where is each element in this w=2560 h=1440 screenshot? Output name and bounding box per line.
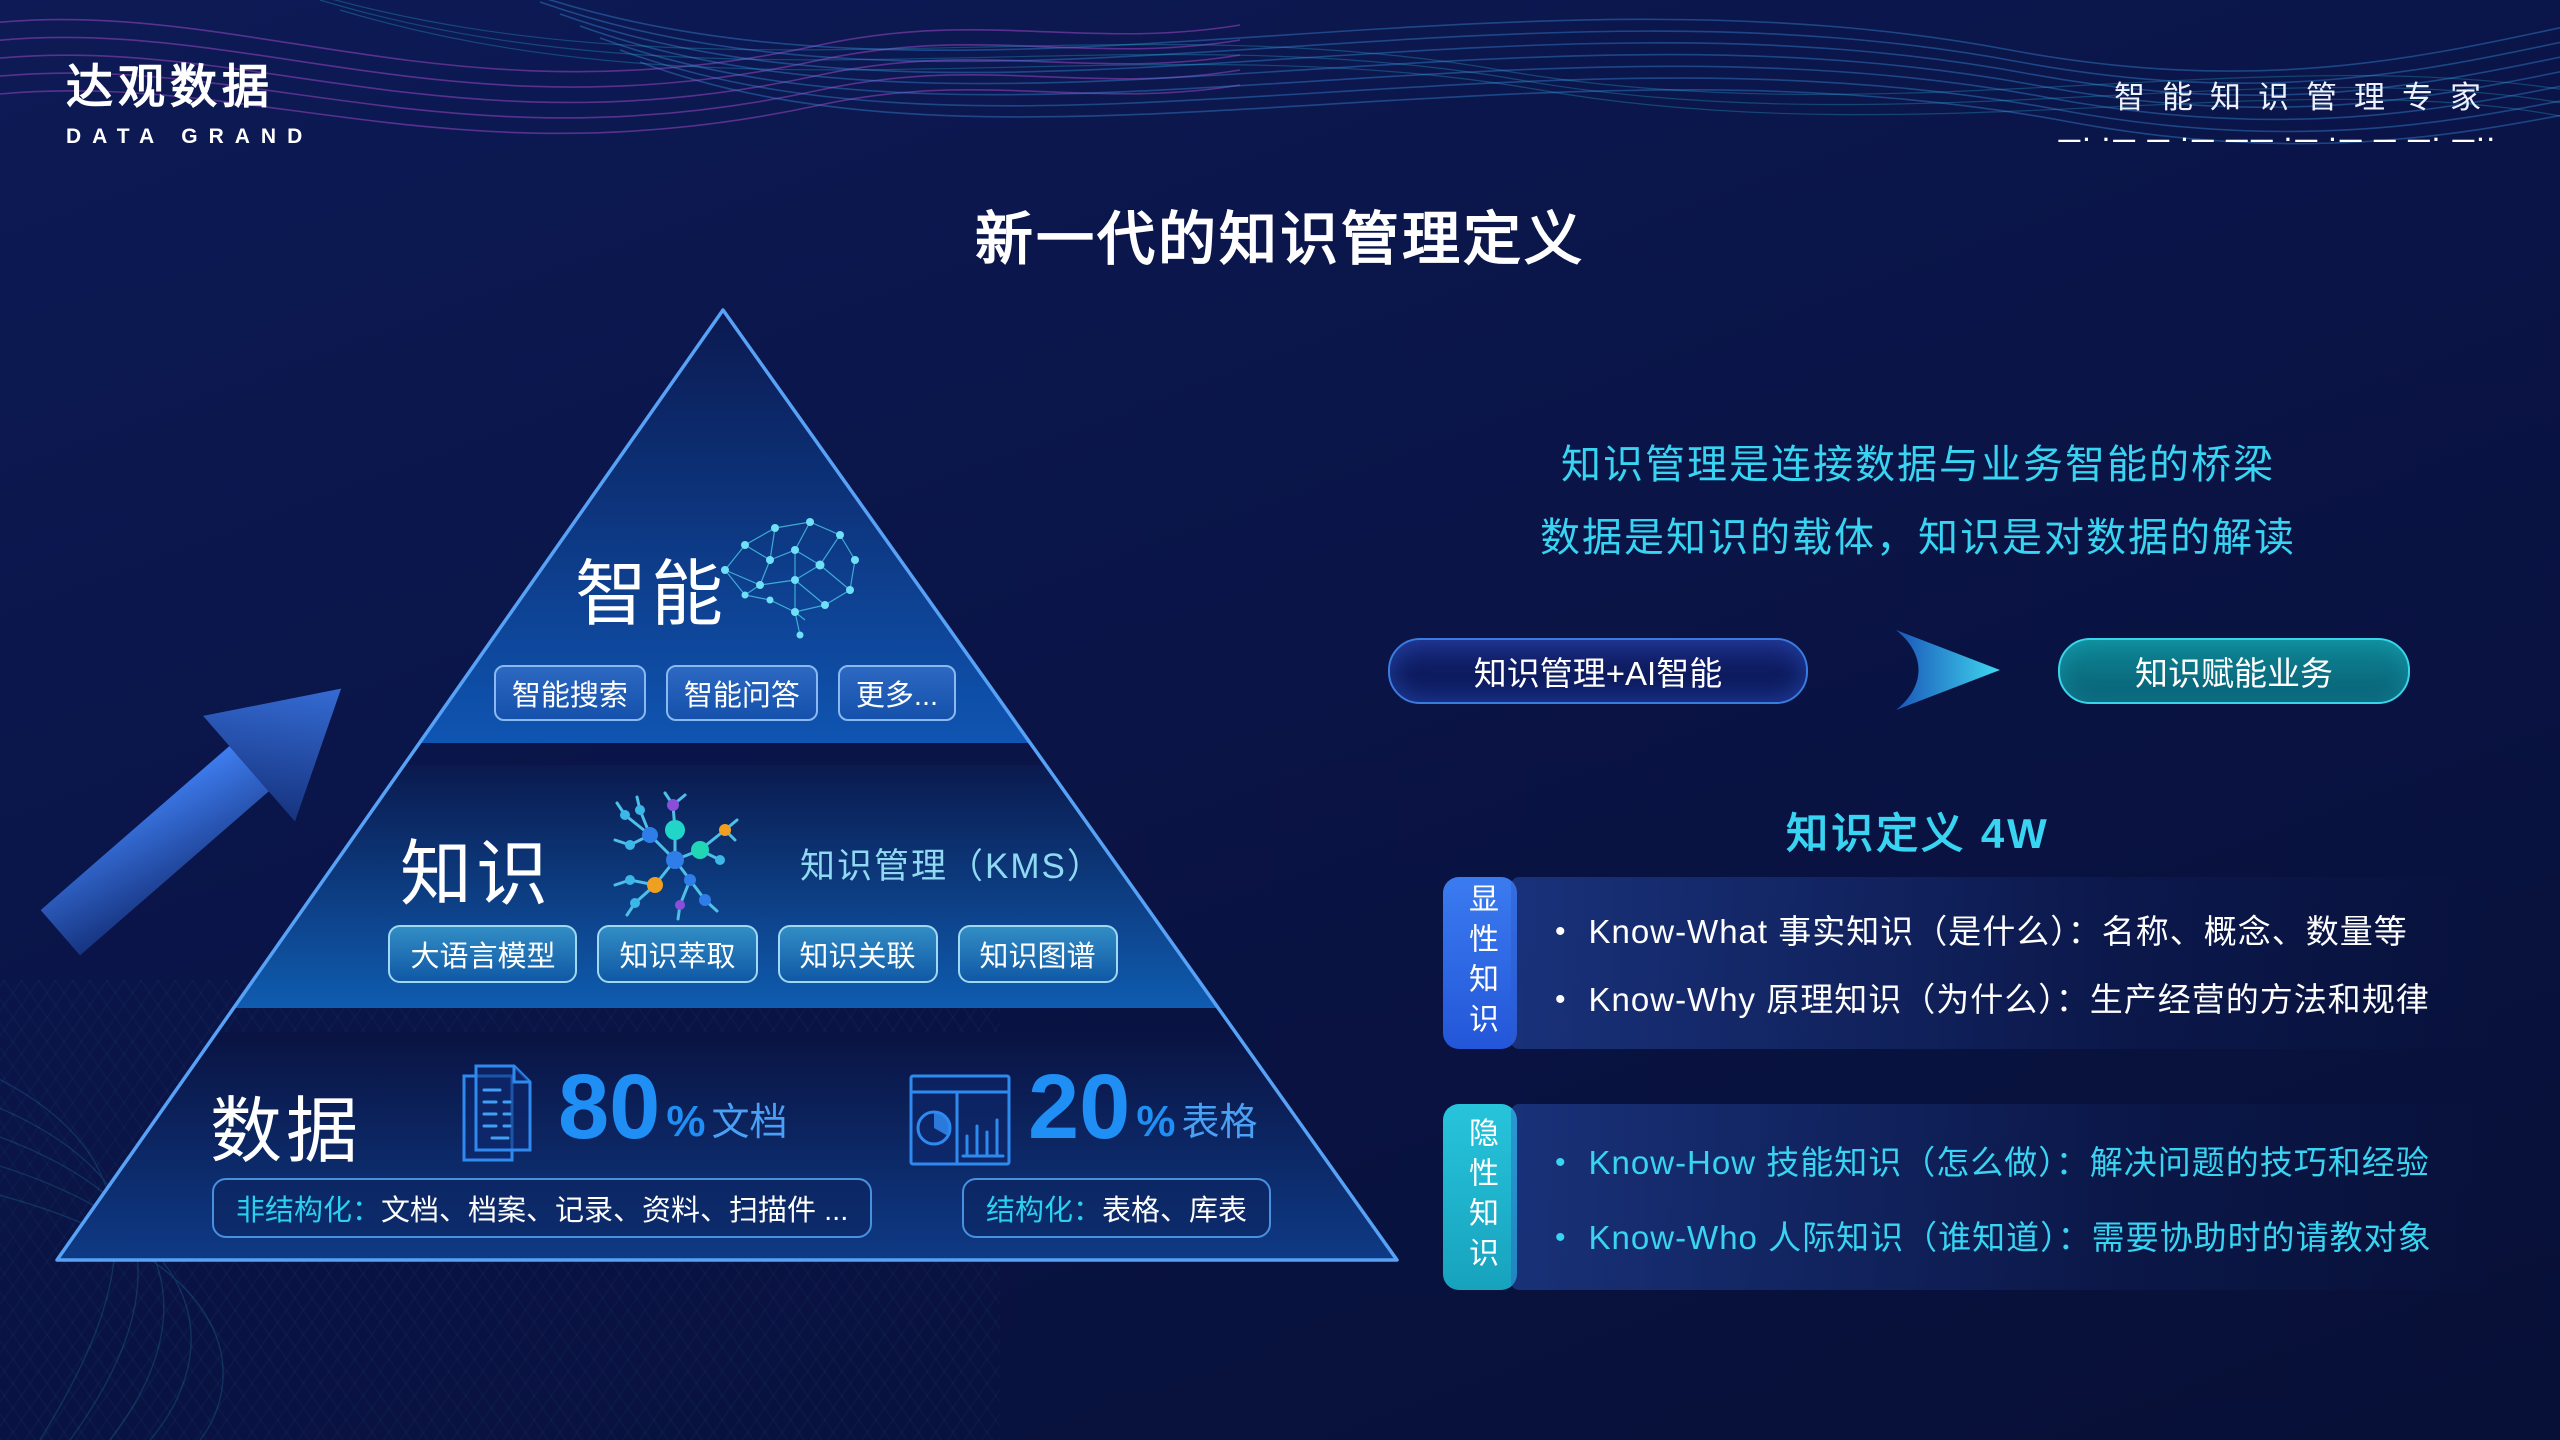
tag-structured-label: 结构化：	[986, 1195, 1103, 1227]
tag-smart-qa: 智能问答	[665, 665, 818, 721]
morse-divider: —· ·— — ·— —— ·— ·— — —· —··	[2058, 127, 2498, 152]
tag-more: 更多...	[837, 665, 957, 721]
up-trend-arrow-icon	[40, 688, 342, 956]
stat-documents-unit: %	[666, 1096, 706, 1146]
tag-unstructured: 非结构化：文档、档案、记录、资料、扫描件 ...	[212, 1178, 873, 1238]
know-why-item: Know-Why 原理知识（为什么）：生产经营的方法和规律	[1555, 973, 2495, 1021]
flow-to-label: 知识赋能业务	[2135, 655, 2333, 692]
stat-documents-suffix: 文档	[711, 1101, 788, 1144]
pyramid-label-intelligence: 智能	[575, 555, 728, 635]
tag-smart-search: 智能搜索	[493, 665, 646, 721]
explicit-knowledge-block: 显性知识 Know-What 事实知识（是什么）：名称、概念、数量等 Know-…	[1443, 877, 2495, 1049]
knowledge-graph-icon	[613, 791, 739, 921]
tag-llm: 大语言模型	[388, 925, 578, 983]
tacit-knowledge-tab-label: 隐性知识	[1464, 1117, 1497, 1277]
knowledge-definition-title: 知识定义 4W	[1786, 810, 2050, 857]
stat-tables-suffix: 表格	[1181, 1101, 1258, 1144]
brand-tagline: 智能知识管理专家	[2114, 80, 2498, 115]
flow-to-button: 知识赋能业务	[2058, 638, 2410, 704]
tag-knowledge-extraction: 知识萃取	[597, 925, 758, 983]
knowledge-tag-row: 大语言模型 知识萃取 知识关联 知识图谱	[343, 925, 1163, 983]
tacit-knowledge-panel: Know-How 技能知识（怎么做）：解决问题的技巧和经验 Know-Who 人…	[1511, 1104, 2495, 1290]
flow-arrow-icon	[1896, 630, 2000, 710]
intelligence-tag-row: 智能搜索 智能问答 更多...	[420, 665, 1030, 721]
brand-logo-en: DATA GRAND	[66, 125, 314, 148]
tag-knowledge-linking: 知识关联	[777, 925, 938, 983]
page-title: 新一代的知识管理定义	[974, 207, 1585, 272]
stat-tables-unit: %	[1136, 1096, 1176, 1146]
know-what-item: Know-What 事实知识（是什么）：名称、概念、数量等	[1555, 905, 2495, 953]
tag-structured: 结构化：表格、库表	[962, 1178, 1272, 1238]
brand-logo: 达观数据 DATA GRAND	[66, 48, 313, 149]
tag-structured-detail: 表格、库表	[1102, 1195, 1248, 1227]
intro-line-2: 数据是知识的载体，知识是对数据的解读	[1540, 516, 2296, 560]
know-who-item: Know-Who 人际知识（谁知道）：需要协助时的请教对象	[1555, 1211, 2495, 1259]
tag-unstructured-detail: 文档、档案、记录、资料、扫描件 ...	[381, 1195, 849, 1227]
brand-tagline-area: 智能知识管理专家 —· ·— — ·— —— ·— ·— — —· —··	[2058, 72, 2498, 153]
stat-tables: 20 % 表格	[1028, 1056, 1258, 1158]
tag-unstructured-label: 非结构化：	[236, 1195, 382, 1227]
tacit-knowledge-block: 隐性知识 Know-How 技能知识（怎么做）：解决问题的技巧和经验 Know-…	[1443, 1104, 2495, 1290]
know-how-item: Know-How 技能知识（怎么做）：解决问题的技巧和经验	[1555, 1136, 2495, 1184]
stat-documents: 80 % 文档	[558, 1056, 788, 1158]
brand-logo-cn: 达观数据	[66, 60, 274, 113]
pyramid-label-data: 数据	[210, 1092, 363, 1172]
explicit-knowledge-tab: 显性知识	[1443, 877, 1517, 1049]
explicit-knowledge-panel: Know-What 事实知识（是什么）：名称、概念、数量等 Know-Why 原…	[1511, 877, 2495, 1049]
tacit-knowledge-tab: 隐性知识	[1443, 1104, 1517, 1290]
stat-tables-value: 20	[1028, 1056, 1131, 1158]
flow-from-label: 知识管理+AI智能	[1473, 655, 1723, 692]
stat-documents-value: 80	[558, 1056, 661, 1158]
flow-from-button: 知识管理+AI智能	[1388, 638, 1808, 704]
kms-caption: 知识管理（KMS）	[800, 847, 1104, 886]
intro-line-1: 知识管理是连接数据与业务智能的桥梁	[1561, 443, 2275, 487]
explicit-knowledge-tab-label: 显性知识	[1464, 883, 1497, 1043]
pyramid-label-knowledge: 知识	[400, 835, 553, 915]
tag-knowledge-graph: 知识图谱	[957, 925, 1118, 983]
